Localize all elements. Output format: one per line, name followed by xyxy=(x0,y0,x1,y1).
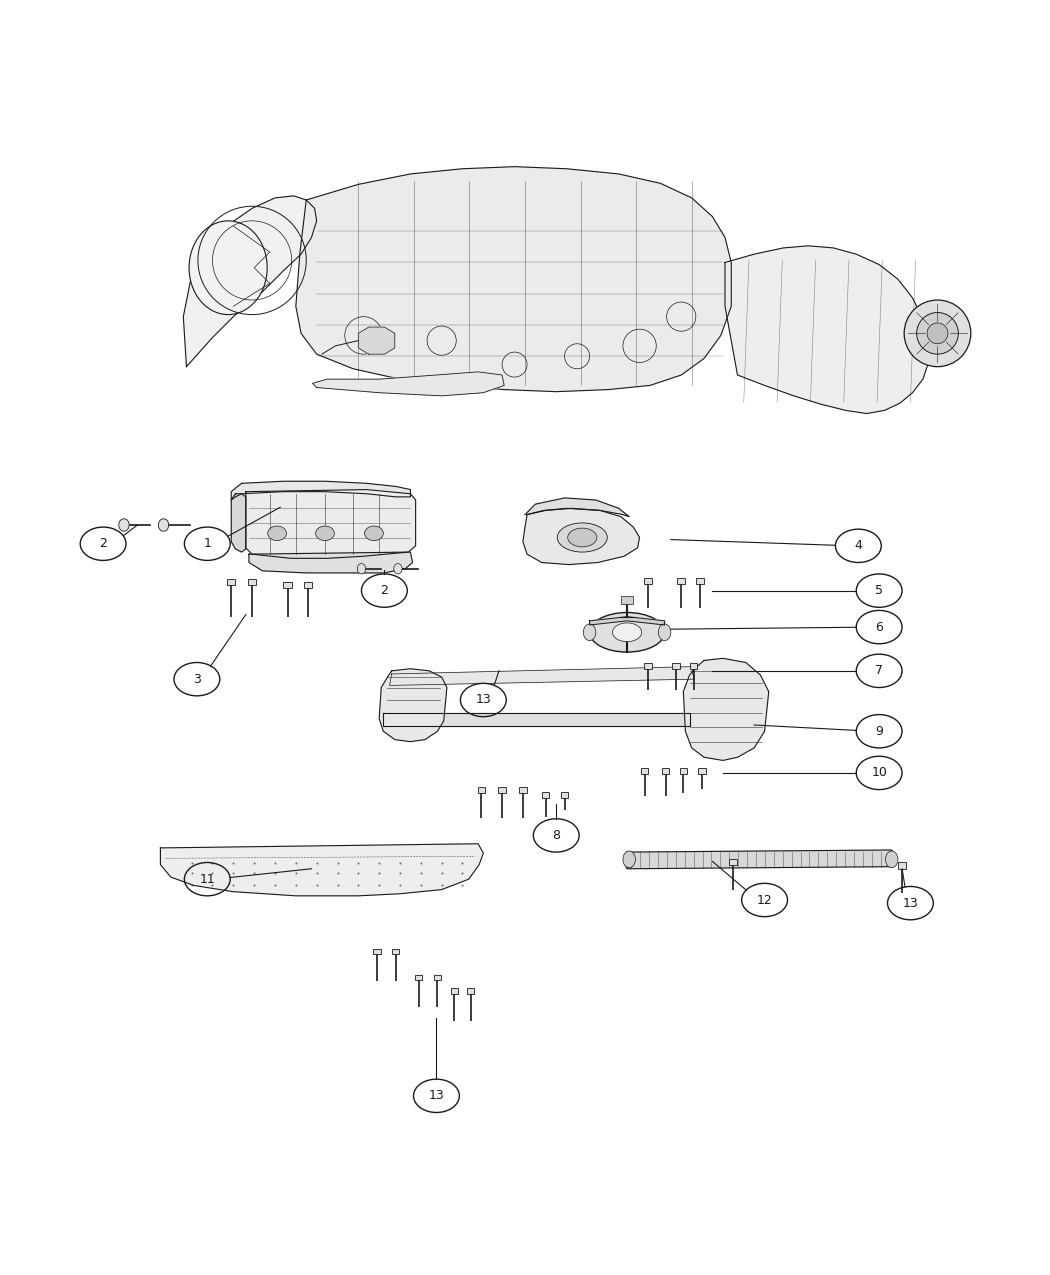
FancyBboxPatch shape xyxy=(248,579,256,585)
Text: 9: 9 xyxy=(876,724,883,738)
Text: 8: 8 xyxy=(552,829,561,842)
FancyBboxPatch shape xyxy=(662,769,669,774)
Polygon shape xyxy=(249,552,413,572)
Polygon shape xyxy=(313,372,504,395)
Polygon shape xyxy=(231,481,411,500)
FancyBboxPatch shape xyxy=(621,595,633,604)
Polygon shape xyxy=(296,167,731,391)
Ellipse shape xyxy=(316,527,334,541)
Ellipse shape xyxy=(159,519,169,532)
Ellipse shape xyxy=(119,519,129,532)
FancyBboxPatch shape xyxy=(467,988,475,994)
Polygon shape xyxy=(231,493,246,552)
Polygon shape xyxy=(379,669,447,742)
Ellipse shape xyxy=(885,850,898,868)
Polygon shape xyxy=(161,844,483,896)
Polygon shape xyxy=(590,617,665,625)
FancyBboxPatch shape xyxy=(227,579,235,585)
FancyBboxPatch shape xyxy=(450,988,458,994)
FancyBboxPatch shape xyxy=(415,974,422,980)
FancyBboxPatch shape xyxy=(690,663,697,669)
FancyBboxPatch shape xyxy=(561,792,568,798)
Text: 7: 7 xyxy=(875,664,883,677)
Text: 6: 6 xyxy=(876,621,883,634)
Polygon shape xyxy=(246,490,416,558)
Circle shape xyxy=(917,312,959,354)
Text: 11: 11 xyxy=(200,872,215,886)
Ellipse shape xyxy=(364,527,383,541)
Text: 4: 4 xyxy=(855,539,862,552)
Text: 2: 2 xyxy=(99,537,107,551)
FancyBboxPatch shape xyxy=(434,974,441,980)
Ellipse shape xyxy=(612,623,642,641)
FancyBboxPatch shape xyxy=(696,578,705,584)
Ellipse shape xyxy=(394,564,402,574)
Ellipse shape xyxy=(357,564,365,574)
Ellipse shape xyxy=(568,528,596,547)
FancyBboxPatch shape xyxy=(478,787,485,793)
FancyBboxPatch shape xyxy=(304,581,313,588)
Ellipse shape xyxy=(658,623,671,640)
Ellipse shape xyxy=(558,523,607,552)
FancyBboxPatch shape xyxy=(677,578,686,584)
Text: 13: 13 xyxy=(428,1089,444,1103)
Ellipse shape xyxy=(623,850,635,868)
FancyBboxPatch shape xyxy=(374,949,381,955)
Text: 2: 2 xyxy=(380,584,388,597)
Text: 10: 10 xyxy=(872,766,887,779)
FancyBboxPatch shape xyxy=(542,792,549,798)
Text: 5: 5 xyxy=(875,584,883,597)
Ellipse shape xyxy=(189,221,267,315)
FancyBboxPatch shape xyxy=(393,949,399,955)
FancyBboxPatch shape xyxy=(642,769,649,774)
FancyBboxPatch shape xyxy=(679,769,687,774)
Polygon shape xyxy=(724,246,929,413)
Ellipse shape xyxy=(584,623,595,640)
Text: 13: 13 xyxy=(476,694,491,706)
Text: 12: 12 xyxy=(757,894,773,907)
Polygon shape xyxy=(525,499,629,516)
Polygon shape xyxy=(624,850,895,868)
Polygon shape xyxy=(390,667,694,686)
Polygon shape xyxy=(684,658,769,760)
Polygon shape xyxy=(358,328,395,354)
FancyBboxPatch shape xyxy=(898,862,906,868)
FancyBboxPatch shape xyxy=(284,581,292,588)
Text: 3: 3 xyxy=(193,673,201,686)
FancyBboxPatch shape xyxy=(520,787,526,793)
Text: 13: 13 xyxy=(903,896,919,909)
FancyBboxPatch shape xyxy=(499,787,506,793)
FancyBboxPatch shape xyxy=(645,663,652,669)
Text: 1: 1 xyxy=(204,537,211,551)
FancyBboxPatch shape xyxy=(729,859,737,866)
FancyBboxPatch shape xyxy=(644,578,652,584)
Ellipse shape xyxy=(590,612,665,652)
FancyBboxPatch shape xyxy=(672,663,679,669)
Polygon shape xyxy=(383,713,690,725)
Polygon shape xyxy=(184,196,317,367)
Circle shape xyxy=(904,300,971,367)
Polygon shape xyxy=(523,509,639,565)
Ellipse shape xyxy=(268,527,287,541)
Circle shape xyxy=(927,323,948,344)
FancyBboxPatch shape xyxy=(698,769,706,774)
